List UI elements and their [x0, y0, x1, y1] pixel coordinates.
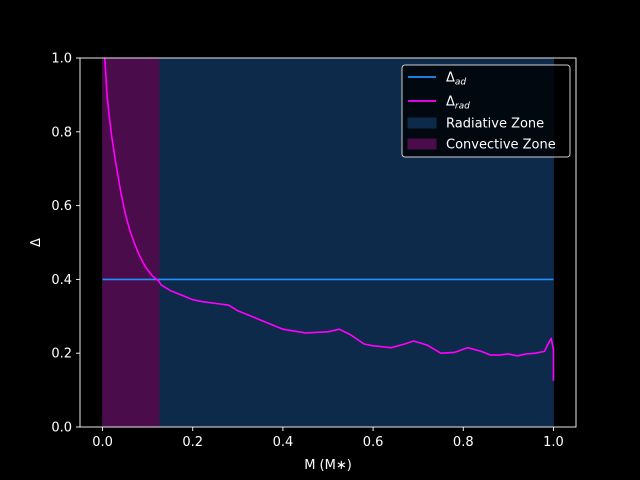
region-convective-zone — [102, 57, 160, 428]
y-tick-label: 0.4 — [51, 273, 72, 288]
legend-label-radiative-zone: Radiative Zone — [446, 117, 544, 132]
x-tick-label: 0.0 — [92, 435, 113, 450]
x-tick-label: 1.0 — [543, 435, 564, 450]
x-axis-label: M (M∗) — [304, 458, 352, 473]
series-lines — [102, 57, 555, 381]
legend-swatch-radiative-zone — [407, 117, 437, 129]
legend-swatch-convective-zone — [407, 138, 437, 150]
series-line-rad — [104, 57, 555, 381]
y-axis-label: Δ — [29, 238, 44, 247]
legend-label-ad: Δad — [446, 71, 466, 88]
y-tick-label: 0.0 — [51, 421, 72, 436]
x-tick-label: 0.4 — [273, 435, 294, 450]
x-tick-label: 0.8 — [453, 435, 474, 450]
plot-frame — [79, 57, 577, 428]
legend-label-rad: Δrad — [446, 95, 470, 112]
legend-box — [401, 64, 571, 158]
x-tick-label: 0.6 — [363, 435, 384, 450]
y-tick-label: 0.6 — [51, 199, 72, 214]
y-tick-label: 1.0 — [51, 52, 72, 67]
x-tick-label: 0.2 — [182, 435, 203, 450]
legend: Δad Δrad Radiative Zone Convective Zone — [401, 64, 571, 158]
y-tick-label: 0.8 — [51, 125, 72, 140]
legend-label-convective-zone: Convective Zone — [446, 138, 556, 153]
axes: 0.0 0.2 0.4 0.6 0.8 1.0 0.0 0.2 0.4 0.6 0.8 1.0 — [51, 52, 577, 450]
y-tick-label: 0.2 — [51, 347, 72, 362]
